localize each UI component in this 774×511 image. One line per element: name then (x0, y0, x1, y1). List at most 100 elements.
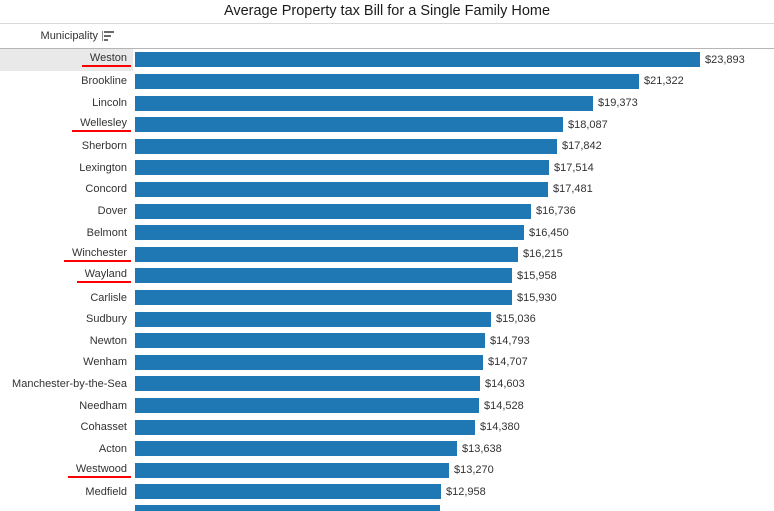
bar-cell: $16,450 (133, 222, 774, 244)
value-label: $15,036 (496, 313, 536, 326)
value-label: $14,603 (485, 377, 525, 390)
row-label-cell: Sherborn (0, 135, 133, 157)
bar[interactable] (135, 95, 593, 111)
bar-cell: $16,736 (133, 200, 774, 222)
row-label-cell: Manchester-by-the-Sea (0, 373, 133, 395)
partial-row-label-spacer (0, 503, 133, 511)
bar[interactable] (135, 117, 563, 133)
bar[interactable] (135, 268, 512, 284)
bar-cell: $23,893 (133, 49, 774, 71)
bar[interactable] (135, 376, 480, 392)
bar[interactable] (135, 398, 479, 414)
category-label[interactable]: Cohasset (80, 421, 127, 434)
bar-cell: $14,707 (133, 352, 774, 374)
sort-descending-icon[interactable] (102, 30, 115, 42)
category-label[interactable]: Sherborn (81, 140, 127, 153)
category-label[interactable]: Carlisle (90, 291, 127, 304)
partial-bottom-bar[interactable] (135, 504, 440, 511)
value-label: $17,481 (553, 183, 593, 196)
table-row: Belmont $16,450 (0, 222, 774, 244)
bar[interactable] (135, 160, 549, 176)
category-label[interactable]: Manchester-by-the-Sea (12, 377, 127, 390)
category-label[interactable]: Needham (79, 399, 127, 412)
category-label[interactable]: Lincoln (92, 97, 127, 110)
row-label-cell: Wellesley (0, 114, 133, 136)
bar[interactable] (135, 52, 700, 68)
bar[interactable] (135, 203, 531, 219)
row-label-cell: Acton (0, 438, 133, 460)
column-header-municipality[interactable]: Municipality (0, 30, 133, 42)
value-label: $23,893 (705, 53, 745, 66)
category-label[interactable]: Sudbury (86, 313, 127, 326)
bar[interactable] (135, 484, 441, 500)
value-label: $18,087 (568, 118, 608, 131)
category-label[interactable]: Wayland (76, 268, 131, 284)
value-label: $19,373 (598, 97, 638, 110)
row-label-cell: Weston (0, 49, 133, 71)
category-label[interactable]: Lexington (79, 161, 127, 174)
bar[interactable] (135, 333, 485, 349)
table-row: Sherborn $17,842 (0, 135, 774, 157)
row-label-cell: Medfield (0, 481, 133, 503)
row-label-cell: Newton (0, 330, 133, 352)
row-label-cell: Sudbury (0, 308, 133, 330)
table-row: Cohasset $14,380 (0, 416, 774, 438)
table-row: Winchester $16,215 (0, 243, 774, 265)
bar[interactable] (135, 246, 518, 262)
category-label[interactable]: Winchester (63, 247, 131, 262)
bar[interactable] (135, 419, 475, 435)
table-row: Carlisle $15,930 (0, 287, 774, 309)
row-label-cell: Wayland (0, 265, 133, 287)
bar-chart-rows: Weston $23,893 Brookline $21,322 Lincoln $19,… (0, 49, 774, 503)
category-label[interactable]: Wellesley (72, 117, 131, 133)
category-label[interactable]: Weston (81, 52, 131, 68)
bar[interactable] (135, 181, 548, 197)
category-label[interactable]: Newton (89, 334, 127, 347)
bar[interactable] (135, 225, 524, 241)
table-row: Wayland $15,958 (0, 265, 774, 287)
bar-cell: $17,842 (133, 135, 774, 157)
table-row: Newton $14,793 (0, 330, 774, 352)
column-header-label: Municipality (40, 30, 98, 42)
bar-cell: $14,380 (133, 416, 774, 438)
category-label[interactable]: Acton (98, 442, 127, 455)
row-label-cell: Lincoln (0, 92, 133, 114)
category-label[interactable]: Wenham (83, 356, 127, 369)
category-label[interactable]: Dover (97, 205, 127, 218)
value-label: $14,793 (490, 334, 530, 347)
table-row: Dover $16,736 (0, 200, 774, 222)
bar-cell: $12,958 (133, 481, 774, 503)
bar-cell: $15,958 (133, 265, 774, 287)
bar-cell: $19,373 (133, 92, 774, 114)
bar-cell: $18,087 (133, 114, 774, 136)
bar-cell: $13,638 (133, 438, 774, 460)
value-label: $16,215 (523, 248, 563, 261)
bar-cell: $17,481 (133, 179, 774, 201)
bar-cell: $14,603 (133, 373, 774, 395)
category-label[interactable]: Medfield (85, 485, 127, 498)
bar[interactable] (135, 290, 512, 305)
table-row: Westwood $13,270 (0, 460, 774, 482)
category-label[interactable]: Concord (85, 183, 127, 196)
bar-cell: $13,270 (133, 460, 774, 482)
category-label[interactable]: Brookline (81, 75, 127, 88)
bar[interactable] (135, 354, 483, 370)
row-label-cell: Concord (0, 179, 133, 201)
category-label[interactable]: Belmont (86, 226, 127, 239)
row-label-cell: Carlisle (0, 287, 133, 309)
bar[interactable] (135, 73, 639, 89)
table-row: Weston $23,893 (0, 49, 774, 71)
category-label[interactable]: Westwood (67, 463, 131, 478)
bar[interactable] (135, 441, 457, 457)
bar[interactable] (135, 311, 491, 327)
table-row: Medfield $12,958 (0, 481, 774, 503)
table-row: Concord $17,481 (0, 179, 774, 201)
bar[interactable] (135, 462, 449, 478)
value-label: $13,270 (454, 464, 494, 477)
bar-cell: $14,793 (133, 330, 774, 352)
bar[interactable] (135, 138, 557, 154)
table-row: Wenham $14,707 (0, 352, 774, 374)
bar-cell: $14,528 (133, 395, 774, 417)
bar-cell: $21,322 (133, 71, 774, 93)
